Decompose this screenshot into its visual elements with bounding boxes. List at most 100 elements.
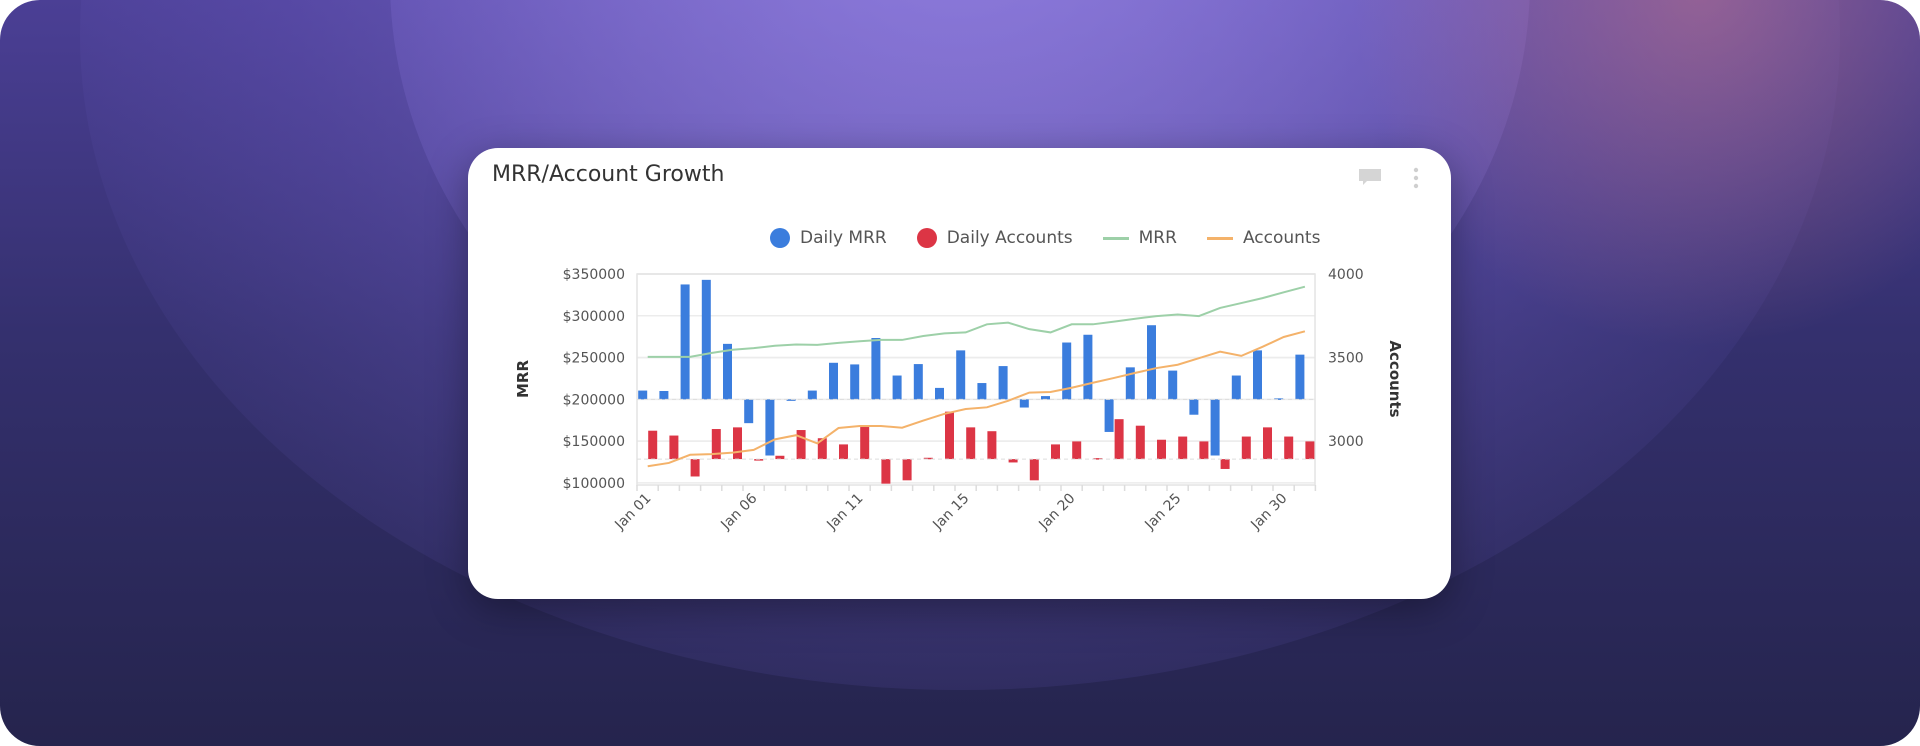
- daily-mrr-bar: [680, 284, 690, 400]
- y-left-tick-label: $150000: [563, 434, 625, 450]
- x-tick-label: Jan 01: [611, 491, 654, 534]
- daily-mrr-bar: [1210, 399, 1220, 456]
- legend-label: Daily MRR: [800, 228, 887, 248]
- legend-label: Accounts: [1242, 228, 1321, 248]
- daily-accounts-bar: [1093, 458, 1103, 460]
- legend-marker: [1206, 236, 1233, 240]
- legend-label: Daily Accounts: [946, 228, 1073, 248]
- daily-accounts-bar: [754, 459, 764, 461]
- chart-legend: Daily MRR Daily Accounts MRR Accounts: [770, 228, 1320, 248]
- daily-accounts-bar: [711, 429, 721, 460]
- daily-mrr-bar: [701, 279, 711, 400]
- y-left-tick-label: $250000: [563, 351, 625, 367]
- daily-mrr-bar: [1231, 375, 1241, 400]
- legend-label: MRR: [1138, 228, 1177, 248]
- daily-accounts-bar: [1241, 436, 1251, 460]
- daily-accounts-bar: [669, 435, 679, 460]
- daily-mrr-bar: [913, 364, 923, 400]
- daily-accounts-bar: [1029, 459, 1039, 481]
- daily-mrr-bar: [935, 387, 944, 400]
- daily-mrr-bar: [977, 383, 987, 400]
- x-tick-label: Jan 25: [1141, 491, 1184, 534]
- daily-accounts-bar: [1114, 419, 1124, 460]
- legend-item-daily-accounts[interactable]: Daily Accounts: [916, 228, 1073, 248]
- daily-accounts-bar: [902, 459, 912, 481]
- daily-mrr-bar: [1147, 325, 1156, 400]
- daily-accounts-bar: [966, 427, 976, 460]
- y-left-axis-title: MRR: [514, 360, 532, 398]
- y-right-tick-label: 3000: [1328, 434, 1364, 450]
- daily-accounts-bar: [775, 455, 785, 460]
- comment-icon[interactable]: [1358, 168, 1382, 186]
- daily-accounts-bar: [1157, 439, 1166, 460]
- daily-accounts-bar: [1051, 444, 1060, 460]
- legend-item-accounts[interactable]: Accounts: [1206, 228, 1321, 248]
- daily-accounts-bar: [1305, 441, 1315, 460]
- y-right-tick-label: 3500: [1328, 351, 1364, 367]
- x-tick-label: Jan 06: [717, 490, 760, 533]
- daily-accounts-bar: [817, 438, 827, 460]
- mrr-line: [647, 285, 1306, 358]
- combo-chart: $100000 $150000 $200000 $250000 $300000 $3500…: [514, 267, 1404, 534]
- daily-accounts-bar: [1178, 436, 1188, 460]
- card-title: MRR/Account Growth: [492, 162, 725, 187]
- legend-marker: [916, 228, 937, 248]
- legend-item-daily-mrr[interactable]: Daily MRR: [770, 228, 887, 248]
- daily-accounts-bar: [1008, 459, 1018, 463]
- legend-item-mrr[interactable]: MRR: [1102, 228, 1177, 248]
- daily-mrr-bar: [1168, 370, 1178, 400]
- daily-accounts-bar: [1284, 436, 1294, 460]
- y-left-tick-label: $100000: [563, 476, 625, 492]
- daily-accounts-bar: [796, 430, 806, 460]
- y-right-axis-title: Accounts: [1386, 340, 1404, 417]
- daily-accounts-bar: [1220, 459, 1230, 469]
- y-left-tick-label: $300000: [563, 309, 625, 325]
- daily-accounts-bar: [881, 459, 891, 484]
- daily-accounts-bar: [1199, 441, 1209, 460]
- x-tick-label: Jan 15: [929, 491, 972, 534]
- daily-mrr-bar: [956, 350, 966, 400]
- daily-mrr-bar: [871, 338, 881, 400]
- daily-mrr-bar: [786, 399, 796, 401]
- x-tick-label: Jan 30: [1247, 491, 1290, 534]
- daily-mrr-bar: [850, 364, 860, 400]
- daily-accounts-bar: [1263, 427, 1272, 460]
- daily-mrr-bar: [744, 399, 754, 424]
- x-tick-label: Jan 11: [823, 491, 866, 534]
- y-left-tick-label: $200000: [563, 392, 625, 408]
- daily-mrr-bar: [1125, 367, 1135, 400]
- more-vertical-icon[interactable]: [1412, 166, 1420, 190]
- chart-card: MRR/Account Growth Daily MRR Daily Accou…: [468, 148, 1451, 599]
- daily-mrr-bar: [807, 390, 817, 400]
- daily-mrr-bar: [1104, 399, 1114, 432]
- daily-accounts-bar: [945, 411, 954, 460]
- legend-marker: [1102, 236, 1129, 240]
- daily-accounts-bar: [648, 430, 658, 460]
- daily-mrr-bar: [892, 375, 902, 400]
- daily-mrr-bar: [1274, 398, 1284, 400]
- y-left-tick-label: $350000: [563, 267, 625, 283]
- daily-mrr-bar: [1019, 399, 1029, 408]
- daily-accounts-bar: [987, 431, 997, 460]
- legend-marker: [770, 228, 790, 248]
- y-right-tick-label: 4000: [1328, 267, 1364, 283]
- daily-mrr-bar: [765, 399, 775, 456]
- daily-accounts-bar: [733, 427, 742, 460]
- daily-accounts-bar: [923, 457, 933, 460]
- daily-mrr-bar: [1295, 354, 1305, 400]
- daily-accounts-bar: [1135, 425, 1145, 460]
- daily-accounts-bar: [839, 444, 848, 460]
- daily-mrr-bar: [829, 362, 838, 400]
- daily-mrr-bar: [1253, 350, 1262, 400]
- accounts-line: [647, 330, 1306, 468]
- x-tick-label: Jan 20: [1035, 491, 1078, 534]
- daily-mrr-bar: [1083, 334, 1093, 400]
- daily-accounts-bar: [690, 459, 700, 477]
- daily-accounts-bar: [860, 427, 870, 460]
- daily-mrr-bar: [1041, 396, 1050, 400]
- daily-mrr-bar: [1062, 342, 1072, 400]
- daily-mrr-bar: [998, 366, 1008, 400]
- daily-mrr-bar: [638, 390, 648, 400]
- daily-mrr-bar: [723, 343, 732, 400]
- daily-mrr-bar: [1189, 399, 1199, 415]
